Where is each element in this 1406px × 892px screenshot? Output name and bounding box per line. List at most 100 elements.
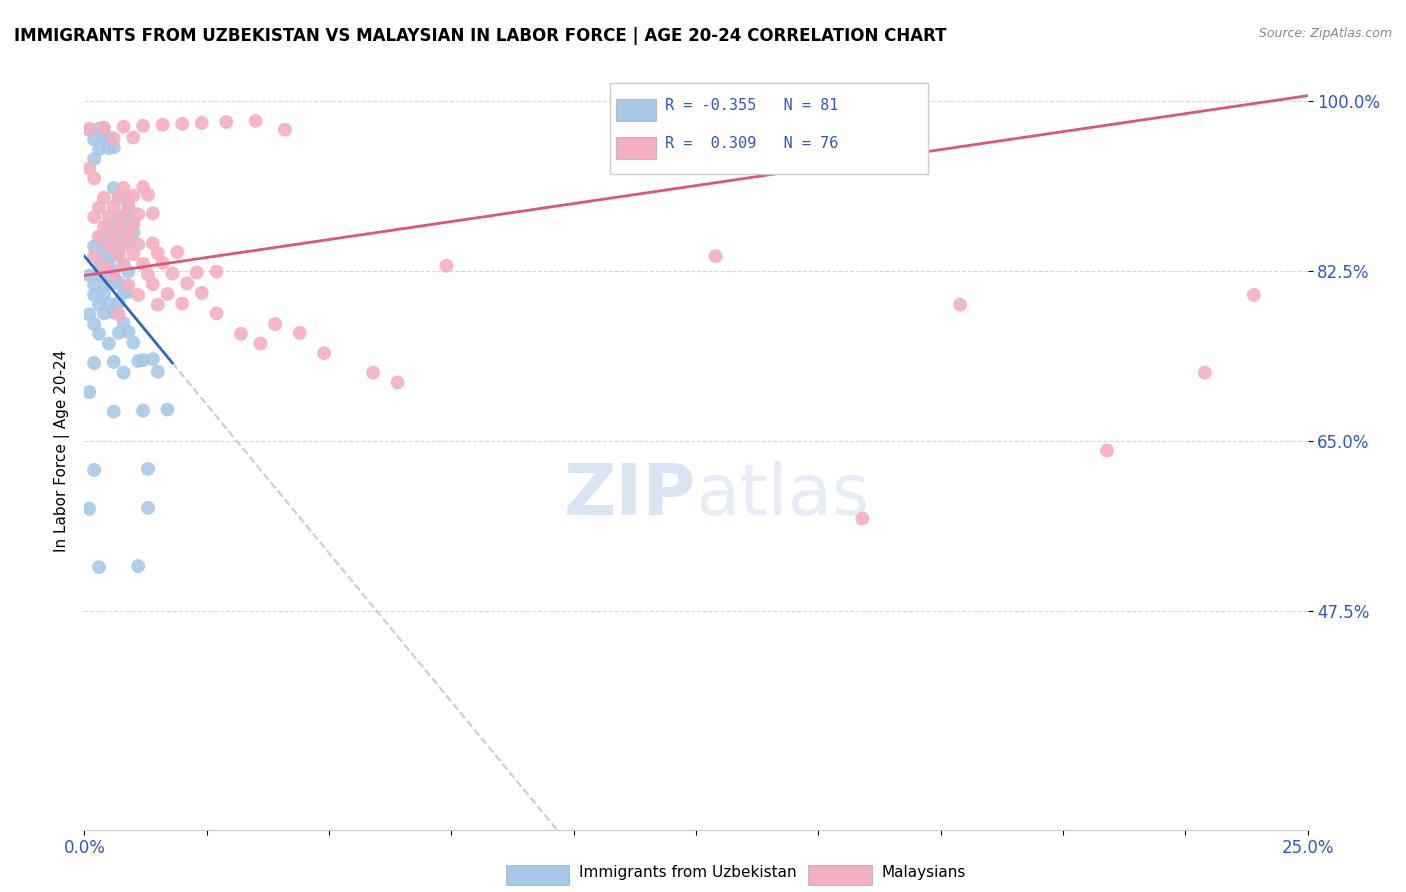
FancyBboxPatch shape (616, 137, 655, 159)
Text: IMMIGRANTS FROM UZBEKISTAN VS MALAYSIAN IN LABOR FORCE | AGE 20-24 CORRELATION C: IMMIGRANTS FROM UZBEKISTAN VS MALAYSIAN … (14, 27, 946, 45)
Point (112, 218, 135, 232)
Point (103, 181, 125, 195)
Point (191, 116, 214, 130)
Point (132, 119, 155, 133)
Point (107, 275, 129, 289)
Point (107, 295, 129, 310)
Point (103, 404, 125, 418)
Point (93, 131, 115, 145)
Point (436, 259, 458, 273)
Point (127, 559, 149, 574)
Point (146, 298, 169, 312)
Point (146, 246, 169, 260)
Point (112, 285, 135, 300)
Point (83, 288, 105, 302)
Point (93, 191, 115, 205)
Point (142, 352, 165, 367)
Point (93, 277, 115, 292)
Point (97, 130, 120, 145)
Point (93, 259, 115, 273)
Point (949, 298, 972, 312)
Point (117, 325, 139, 339)
Point (117, 235, 139, 250)
Point (87, 268, 110, 282)
Point (97, 296, 120, 310)
Point (107, 191, 129, 205)
Point (87, 201, 110, 215)
Point (112, 316, 135, 330)
Point (112, 227, 135, 241)
Point (87, 121, 110, 136)
Point (93, 306, 115, 320)
Point (107, 236, 129, 251)
Point (186, 266, 208, 280)
Point (112, 181, 135, 195)
Point (77, 385, 100, 400)
Point (97, 209, 120, 223)
Point (314, 346, 336, 360)
Text: ZIP: ZIP (564, 461, 696, 531)
Point (172, 296, 194, 310)
Point (704, 249, 727, 263)
Point (249, 336, 271, 351)
Point (132, 257, 155, 271)
Point (132, 353, 155, 368)
Point (103, 266, 125, 280)
Point (83, 317, 105, 331)
Point (103, 268, 125, 283)
Text: Immigrants from Uzbekistan: Immigrants from Uzbekistan (579, 865, 797, 880)
Point (122, 247, 145, 261)
Point (122, 130, 145, 145)
Text: R =  0.309   N = 76: R = 0.309 N = 76 (665, 136, 839, 151)
Point (122, 218, 145, 232)
Point (77, 268, 100, 283)
Point (172, 117, 194, 131)
Point (97, 336, 120, 351)
Point (152, 118, 174, 132)
Point (87, 259, 110, 273)
Text: R = -0.355   N = 81: R = -0.355 N = 81 (665, 98, 839, 113)
Point (229, 326, 252, 341)
Point (127, 354, 149, 368)
Point (97, 141, 120, 155)
Point (83, 152, 105, 166)
Point (77, 501, 100, 516)
Point (77, 122, 100, 136)
Point (1194, 366, 1216, 380)
Point (117, 227, 139, 242)
Point (176, 277, 198, 291)
Point (97, 258, 120, 272)
Point (146, 365, 169, 379)
Point (245, 114, 267, 128)
FancyBboxPatch shape (616, 99, 655, 120)
Text: atlas: atlas (696, 461, 870, 531)
Point (107, 210, 129, 224)
Point (132, 180, 155, 194)
Point (103, 140, 125, 154)
Point (112, 120, 135, 134)
Point (93, 120, 115, 135)
Point (83, 463, 105, 477)
Point (83, 210, 105, 224)
Point (274, 122, 297, 136)
Point (87, 142, 110, 156)
Point (87, 229, 110, 244)
Point (107, 326, 129, 340)
Point (117, 217, 139, 231)
Point (77, 307, 100, 321)
Point (87, 298, 110, 312)
Point (87, 326, 110, 341)
Point (117, 285, 139, 299)
Point (77, 121, 100, 136)
Point (107, 190, 129, 204)
Point (191, 285, 214, 300)
Point (103, 305, 125, 319)
Point (112, 238, 135, 252)
Point (117, 198, 139, 212)
Point (122, 188, 145, 202)
Point (166, 245, 188, 260)
Point (361, 366, 384, 380)
Point (87, 229, 110, 244)
Point (215, 115, 238, 129)
Point (1243, 288, 1265, 302)
